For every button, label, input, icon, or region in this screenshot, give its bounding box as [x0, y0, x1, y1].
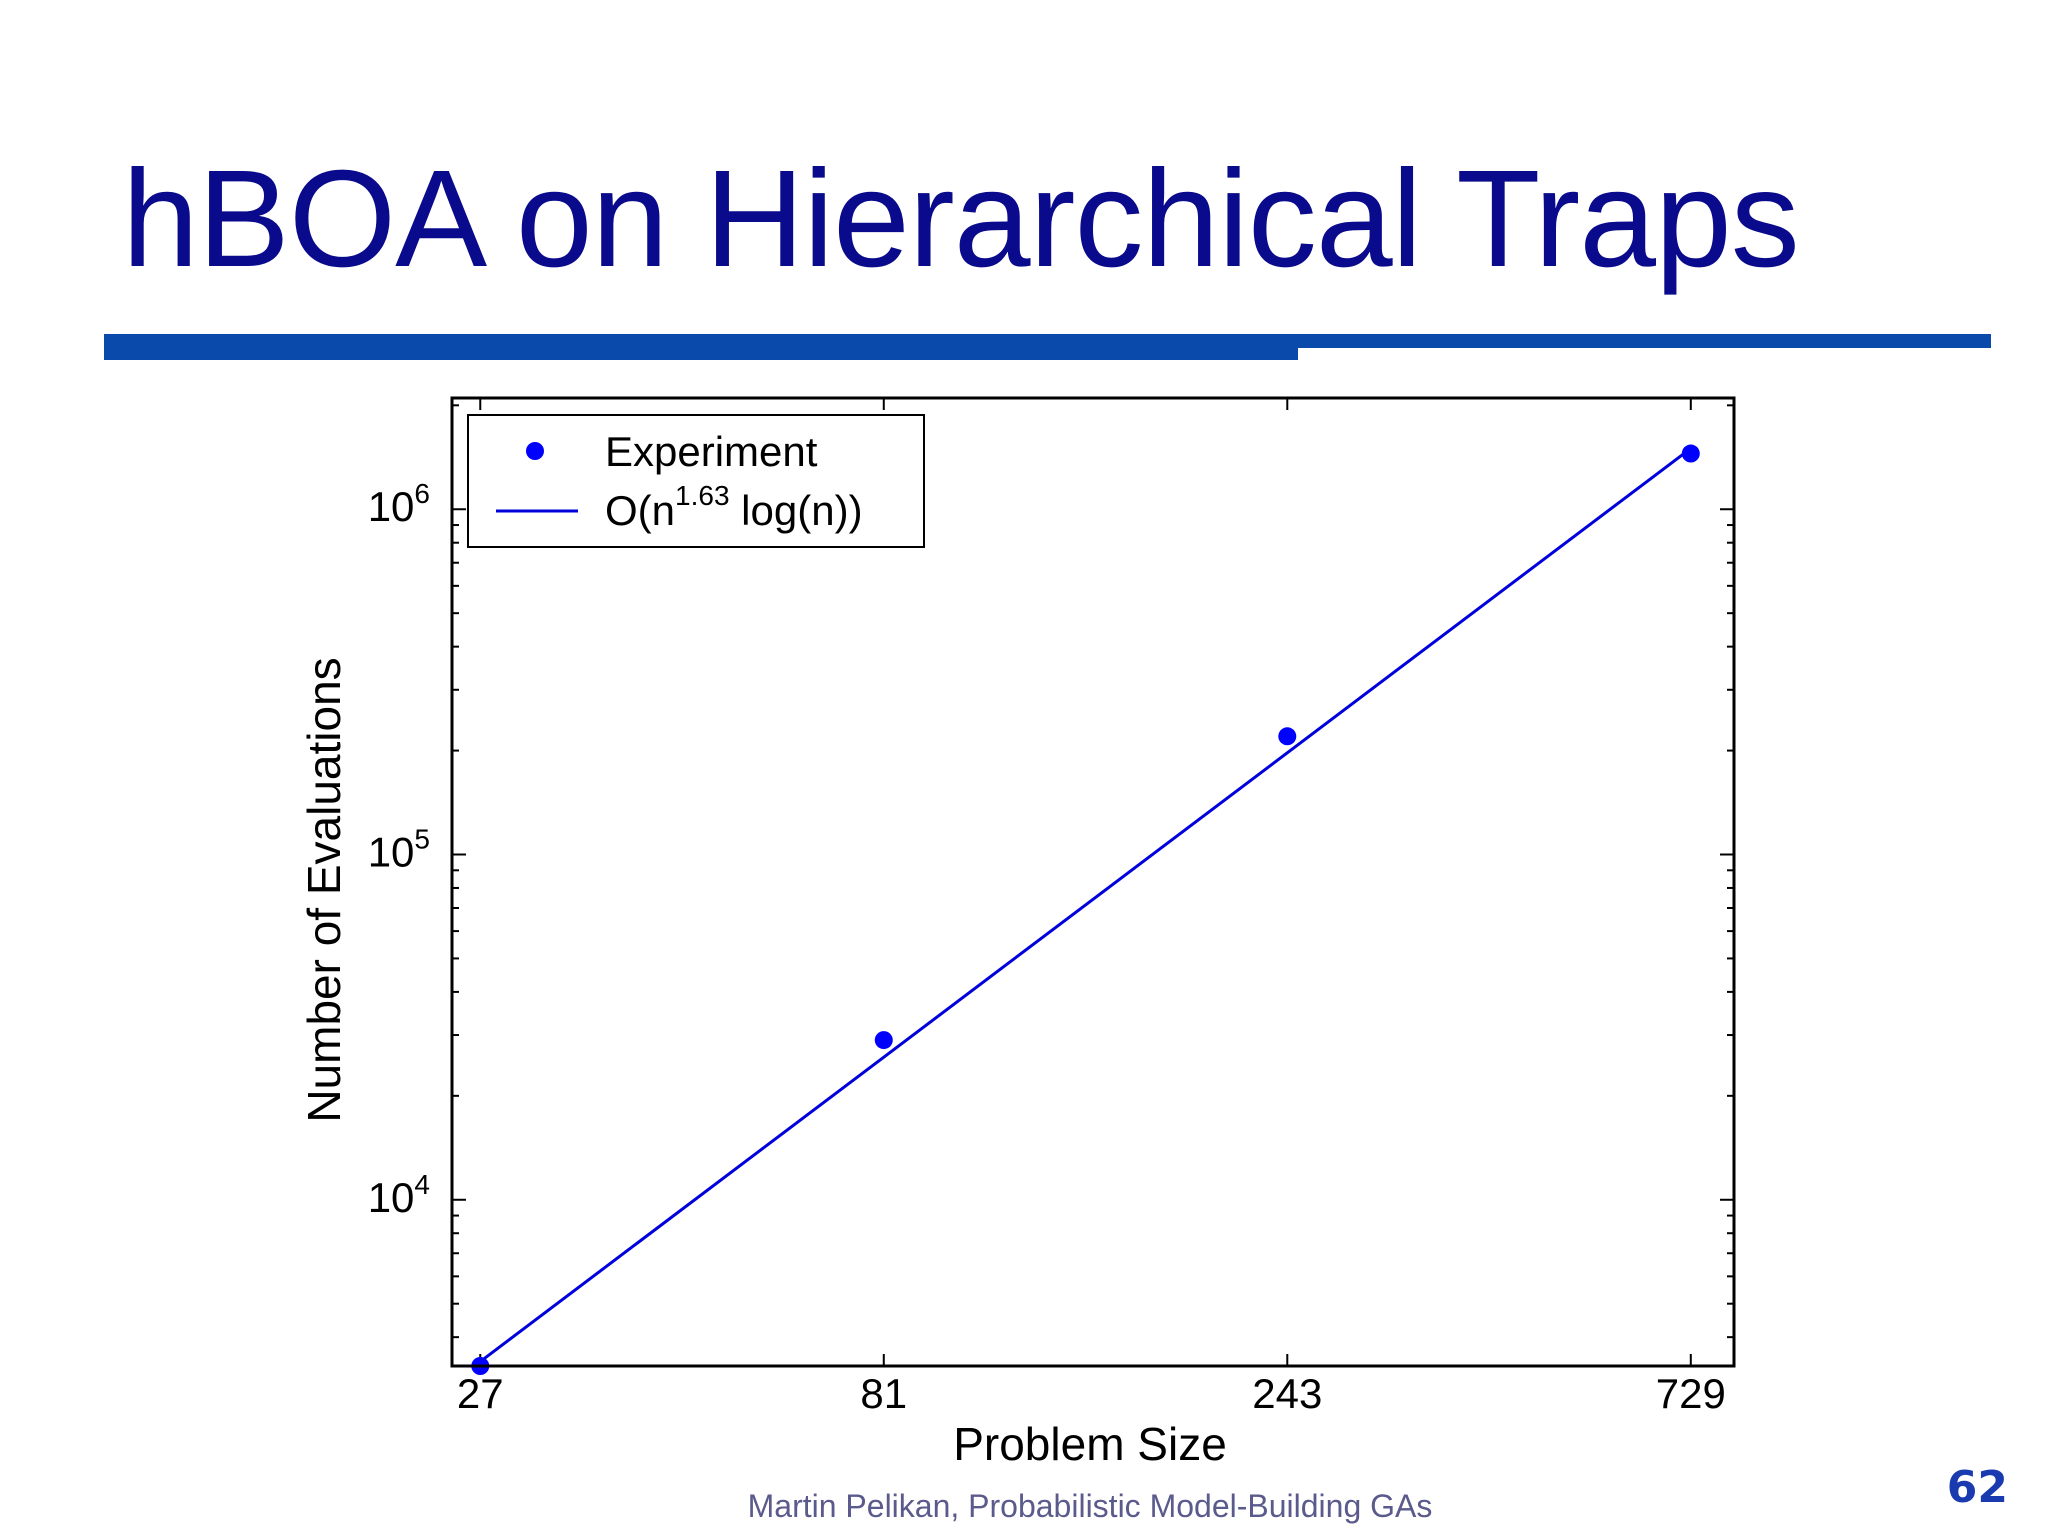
y-tick-base: 10	[368, 829, 415, 876]
legend-label-experiment: Experiment	[605, 428, 818, 475]
legend-fit-exponent: 1.63	[675, 480, 730, 511]
title-rule-thin	[1296, 334, 1991, 348]
x-tick-labels: 27 81 243 729	[457, 1370, 1726, 1417]
x-tick-label: 27	[457, 1370, 504, 1417]
plot-frame	[450, 396, 1736, 1368]
y-tick-exponent: 6	[414, 478, 430, 509]
fit-line	[479, 447, 1692, 1363]
legend-marker-experiment	[526, 442, 544, 460]
slide-footer: Martin Pelikan, Probabilistic Model-Buil…	[747, 1488, 1433, 1524]
legend-fit-suffix: log(n))	[730, 487, 863, 534]
page-number: 62	[1946, 1462, 2008, 1513]
legend-label-fit: O(n1.63 log(n))	[605, 480, 863, 534]
slide-title: hBOA on Hierarchical Traps	[122, 142, 1800, 296]
legend-box	[467, 414, 925, 548]
data-point	[1681, 444, 1700, 463]
y-tick-exponent: 5	[414, 824, 430, 855]
y-tick-label: 106	[368, 478, 430, 530]
data-point	[874, 1031, 893, 1050]
y-axis-label: Number of Evaluations	[298, 657, 350, 1122]
x-tick-label: 729	[1656, 1370, 1726, 1417]
y-tick-base: 10	[368, 1174, 415, 1221]
y-tick-label: 104	[368, 1169, 430, 1221]
x-axis-label: Problem Size	[953, 1418, 1227, 1470]
legend-fit-prefix: O(n	[605, 487, 675, 534]
series-layer	[471, 444, 1700, 1375]
y-tick-base: 10	[368, 483, 415, 530]
legend: Experiment O(n1.63 log(n))	[467, 414, 925, 548]
y-tick-label: 105	[368, 824, 430, 876]
title-rule-thick	[104, 334, 1298, 360]
x-tick-label: 81	[860, 1370, 907, 1417]
data-point	[1278, 727, 1297, 746]
y-tick-exponent: 4	[414, 1169, 430, 1200]
x-tick-label: 243	[1252, 1370, 1322, 1417]
